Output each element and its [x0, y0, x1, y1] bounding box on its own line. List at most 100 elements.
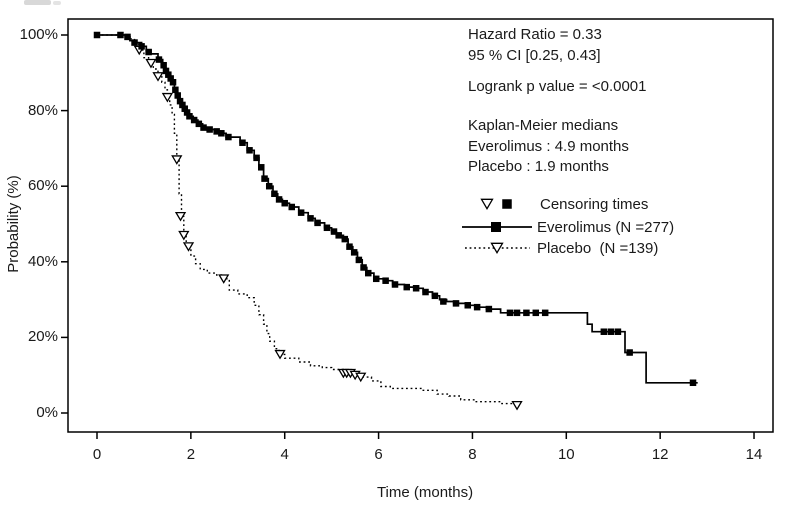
- everolimus-censor-square: [452, 300, 460, 307]
- everolimus-censor-square: [253, 154, 260, 162]
- legend-everolimus-label: Everolimus (N =277): [537, 219, 675, 236]
- everolimus-censor-square: [169, 79, 177, 86]
- everolimus-censor-square: [117, 31, 124, 39]
- median-everolimus-text: Everolimus : 4.9 months: [468, 138, 629, 155]
- legend-placebo-triangle-icon: [490, 242, 504, 254]
- everolimus-censor-square: [131, 39, 138, 46]
- logrank-p-text: Logrank p value = <0.0001: [468, 78, 647, 95]
- hazard-ratio-text: Hazard Ratio = 0.33: [468, 26, 602, 43]
- everolimus-censor-square: [190, 116, 198, 124]
- everolimus-censor-square: [506, 309, 514, 317]
- everolimus-censor-square: [513, 309, 521, 317]
- placebo-censor-triangle: [145, 58, 157, 69]
- placebo-censor-triangle: [174, 211, 187, 222]
- y-axis-title: Probability (%): [5, 175, 22, 273]
- legend-censoring-triangle-icon: [480, 198, 494, 210]
- everolimus-censor-square: [403, 283, 410, 291]
- everolimus-censor-square: [372, 275, 380, 283]
- everolimus-censor-square: [213, 128, 220, 135]
- everolimus-censor-square: [167, 75, 174, 82]
- everolimus-censor-square: [145, 48, 152, 56]
- everolimus-censor-square: [265, 182, 273, 190]
- everolimus-censor-square: [261, 175, 268, 182]
- everolimus-censor-square: [360, 264, 367, 271]
- x-tick-label-2: 2: [186, 446, 196, 463]
- legend-placebo-label: Placebo (N =139): [537, 240, 659, 257]
- placebo-censor-triangle: [182, 242, 195, 252]
- everolimus-censor-square: [258, 164, 265, 171]
- everolimus-censor-square: [473, 303, 481, 311]
- placebo-censor-triangle: [511, 400, 523, 411]
- everolimus-censor-square: [532, 309, 540, 317]
- x-tick-label-4: 4: [280, 446, 289, 463]
- legend-censoring-label: Censoring times: [540, 196, 649, 213]
- x-tick-label-6: 6: [374, 446, 383, 463]
- everolimus-censor-square: [200, 124, 207, 131]
- placebo-censor-triangle: [178, 230, 190, 241]
- confidence-interval-text: 95 % CI [0.25, 0.43]: [468, 47, 601, 64]
- placebo-censor-triangle: [171, 155, 183, 165]
- everolimus-censor-square: [165, 71, 172, 78]
- everolimus-censor-square: [239, 139, 246, 146]
- everolimus-censor-square: [218, 130, 225, 137]
- everolimus-censor-square: [391, 281, 399, 288]
- everolimus-censor-square: [155, 56, 163, 63]
- x-tick-label-10: 10: [557, 446, 575, 463]
- everolimus-censor-square: [412, 285, 420, 292]
- everolimus-censor-square: [626, 349, 633, 356]
- everolimus-censor-square: [288, 203, 296, 211]
- everolimus-censor-square: [689, 379, 697, 387]
- everolimus-censor-square: [330, 228, 338, 235]
- everolimus-censor-square: [206, 126, 213, 133]
- everolimus-censor-square: [314, 219, 321, 227]
- everolimus-censor-square: [172, 86, 179, 94]
- x-tick-label-0: 0: [92, 446, 102, 463]
- everolimus-censor-square: [485, 305, 493, 313]
- everolimus-censor-square: [93, 31, 101, 39]
- placebo-censor-triangle: [161, 92, 174, 103]
- everolimus-censor-square: [341, 235, 349, 243]
- everolimus-censor-square: [179, 101, 186, 109]
- placebo-censor-triangle: [355, 372, 367, 383]
- everolimus-censor-square: [614, 328, 622, 335]
- everolimus-censor-square: [335, 232, 342, 239]
- everolimus-censor-square: [523, 309, 530, 317]
- everolimus-censor-square: [183, 109, 191, 116]
- everolimus-censor-square: [541, 309, 549, 317]
- x-tick-label-8: 8: [468, 446, 477, 463]
- x-tick-label-14: 14: [745, 446, 763, 463]
- everolimus-censor-square: [464, 302, 471, 309]
- placebo-censor-triangle: [152, 72, 164, 82]
- everolimus-censor-square: [346, 243, 353, 250]
- y-tick-label-0: 0%: [36, 404, 58, 421]
- km-medians-header: Kaplan-Meier medians: [468, 117, 619, 134]
- y-tick-label-60: 60%: [27, 177, 58, 195]
- everolimus-censor-square: [382, 277, 389, 284]
- cropped-edge-artifact: [53, 1, 61, 5]
- y-tick-label-40: 40%: [27, 252, 58, 270]
- everolimus-censor-square: [600, 328, 608, 335]
- everolimus-censor-square: [225, 133, 232, 141]
- everolimus-censor-square: [365, 269, 372, 277]
- everolimus-censor-square: [271, 190, 278, 198]
- everolimus-censor-square: [160, 61, 167, 69]
- y-tick-label-80: 80%: [27, 101, 58, 119]
- everolimus-censor-square: [297, 209, 305, 216]
- x-tick-label-12: 12: [651, 446, 669, 463]
- placebo-censor-triangle: [274, 349, 286, 360]
- everolimus-censor-square: [440, 298, 447, 305]
- everolimus-censor-square: [162, 67, 170, 75]
- y-tick-label-100: 100%: [19, 26, 58, 43]
- everolimus-censor-square: [138, 43, 145, 50]
- everolimus-censor-square: [422, 288, 429, 296]
- everolimus-censor-square: [246, 147, 253, 154]
- everolimus-censor-square: [350, 249, 358, 256]
- everolimus-censor-square: [281, 199, 288, 207]
- placebo-censor-triangle: [218, 274, 230, 284]
- everolimus-censor-square: [355, 256, 363, 264]
- everolimus-censor-square: [181, 105, 189, 112]
- everolimus-censor-square: [174, 92, 181, 99]
- everolimus-censor-square: [431, 292, 439, 300]
